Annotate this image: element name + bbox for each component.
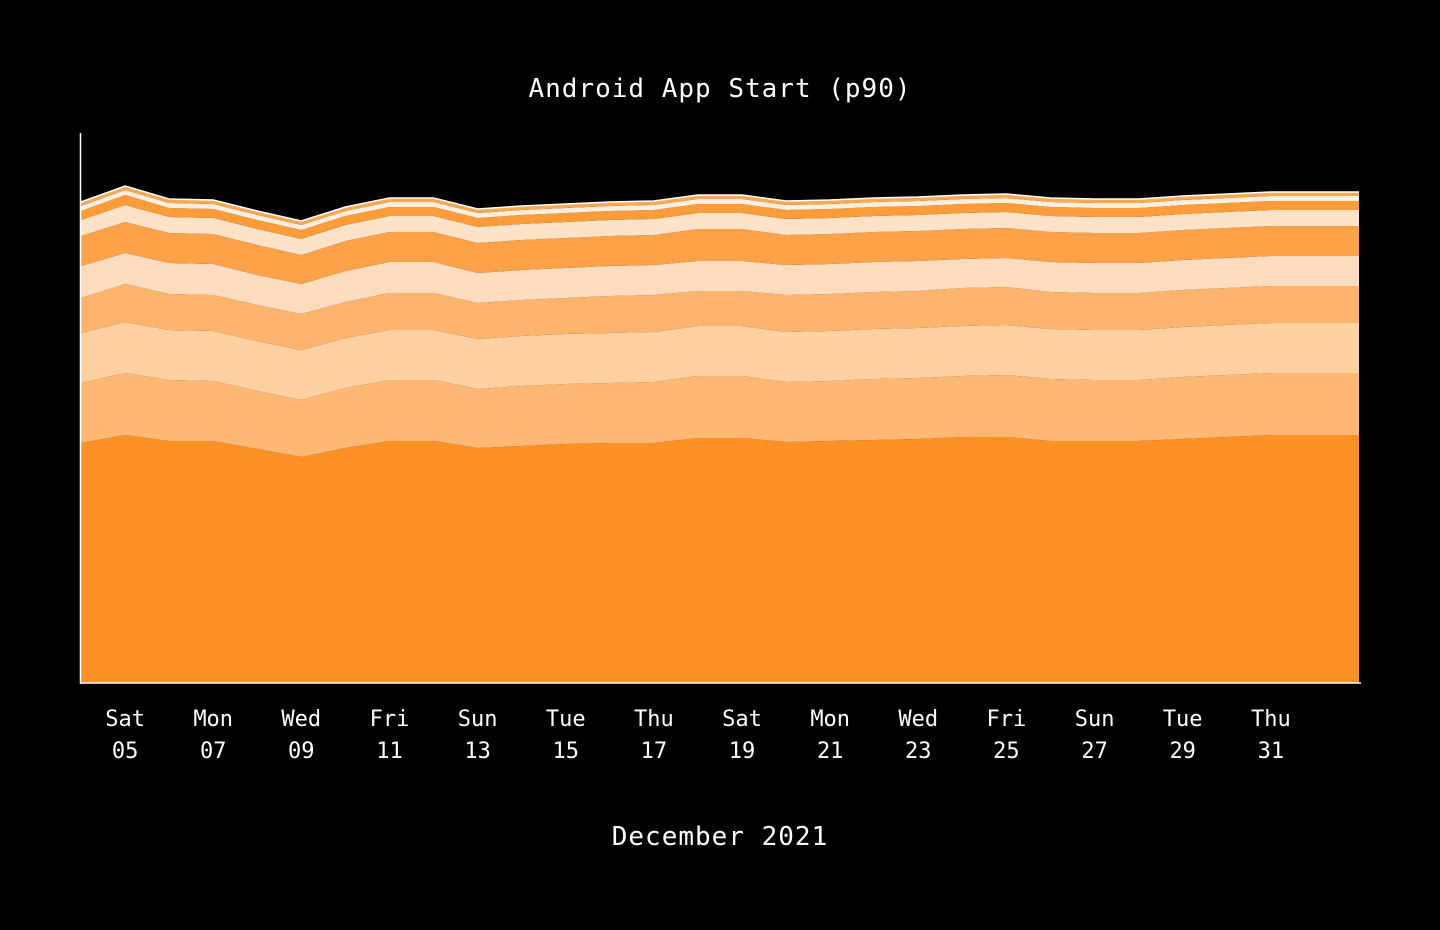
x-tick-date-label: 05 [112, 739, 139, 764]
x-tick-date-label: 15 [553, 739, 580, 764]
x-axis-label: December 2021 [611, 822, 829, 852]
area-series-8 [81, 195, 1359, 239]
area-series-6 [81, 222, 1359, 284]
area-series-7 [81, 205, 1359, 255]
area-series-4 [81, 284, 1359, 350]
area-series-2 [81, 373, 1359, 457]
area-series-3 [81, 322, 1359, 400]
x-tick-day-label: Tue [546, 707, 586, 732]
x-tick-labels: Sat 05 Mon 07 Wed 09 Fri 11 Sun 13 Tue 15 Thu 17 Sat 19… [105, 707, 1291, 764]
x-tick-date-label: 09 [288, 739, 315, 764]
x-tick-date-label: 07 [200, 739, 227, 764]
x-tick-date-label: 23 [905, 739, 932, 764]
x-tick-day-label: Sat [722, 707, 762, 732]
x-tick-day-label: Sat [105, 707, 145, 732]
x-tick-day-label: Sun [458, 707, 498, 732]
x-tick-date-label: 29 [1169, 739, 1196, 764]
x-tick-date-label: 19 [729, 739, 756, 764]
x-tick-date-label: 11 [376, 739, 403, 764]
x-tick-day-label: Mon [810, 707, 850, 732]
stack-top-outline [80, 185, 1359, 222]
area-series-5 [81, 253, 1359, 314]
area-series-group [80, 185, 1359, 683]
x-tick-date-label: 27 [1081, 739, 1108, 764]
x-tick-day-label: Mon [193, 707, 233, 732]
x-tick-day-label: Sun [1075, 707, 1115, 732]
x-tick-day-label: Wed [281, 707, 321, 732]
x-tick-date-label: 21 [817, 739, 844, 764]
x-tick-day-label: Fri [987, 707, 1027, 732]
x-tick-day-label: Tue [1163, 707, 1203, 732]
x-tick-date-label: 31 [1258, 739, 1285, 764]
area-series-1 [81, 435, 1359, 683]
x-tick-day-label: Thu [634, 707, 674, 732]
chart-title: Android App Start (p90) [528, 74, 912, 104]
x-tick-day-label: Wed [898, 707, 938, 732]
x-tick-date-label: 13 [464, 739, 491, 764]
x-tick-date-label: 25 [993, 739, 1020, 764]
x-tick-day-label: Fri [370, 707, 410, 732]
x-tick-date-label: 17 [641, 739, 668, 764]
x-tick-day-label: Thu [1251, 707, 1291, 732]
